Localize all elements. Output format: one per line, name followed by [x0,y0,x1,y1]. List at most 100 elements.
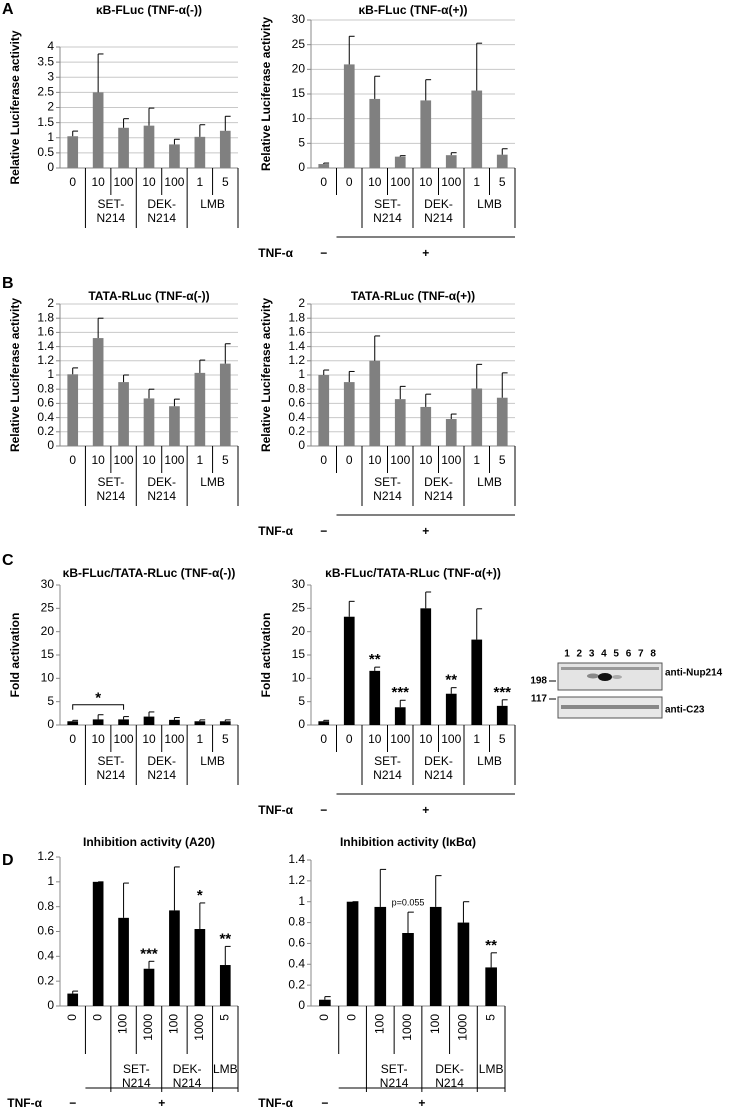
significance-label: *** [391,684,409,701]
chart-title: κB-FLuc/TATA-RLuc (TNF-α(+)) [325,566,501,580]
x-tick-label: 10 [142,732,156,746]
group-label: LMB [200,197,225,211]
x-tick-label: 100 [390,453,410,467]
group-label: N214 [424,211,453,225]
group-label: SET- [98,754,125,768]
x-tick-label: 100 [164,175,184,189]
x-tick-label: 1000 [456,1014,470,1041]
group-label: SET- [98,475,125,489]
group-label: N214 [373,768,402,782]
bar [169,144,180,168]
x-tick-label: 0 [346,732,353,746]
y-tick-label: 0.2 [37,424,54,438]
y-tick-label: 2.5 [37,85,54,99]
y-axis-label: Relative Luciferase activity [259,298,273,452]
y-tick-label: 1.4 [288,339,305,353]
bar [169,910,180,1006]
bar [485,967,497,1006]
y-axis-label: Relative Luciferase activity [259,17,273,171]
lane-number: 5 [613,649,619,660]
bar [143,716,155,725]
y-tick-label: 25 [292,37,306,51]
antibody-label: anti-Nup214 [665,668,723,679]
group-label: SET- [374,475,401,489]
x-tick-label: 100 [441,453,461,467]
group-label: N214 [97,768,126,782]
chart-title: TATA-RLuc (TNF-α(+)) [351,289,475,303]
group-label: N214 [147,489,176,503]
group-label: N214 [380,1076,409,1090]
bar [343,616,355,725]
y-tick-label: 5 [298,136,305,150]
bar [92,338,104,446]
bar [402,933,414,1006]
bar [471,639,483,725]
y-tick-label: 25 [292,601,306,615]
group-label: DEK- [147,754,176,768]
significance-bracket [72,704,125,710]
group-label: N214 [424,489,453,503]
y-tick-label: 25 [41,601,55,615]
lane-number: 8 [650,649,656,660]
x-tick-label: 10 [142,175,156,189]
x-tick-label: 0 [317,1014,331,1021]
bar [457,922,470,1006]
y-tick-label: 1 [47,367,54,381]
lane-number: 3 [589,649,595,660]
y-tick-label: 0.4 [37,949,54,963]
group-label: SET- [374,754,401,768]
x-tick-label: 100 [441,175,461,189]
chart-title: Inhibition activity (A20) [83,835,215,849]
y-tick-label: 1 [298,367,305,381]
group-label: N214 [97,489,126,503]
x-tick-label: 10 [91,175,105,189]
x-tick-label: 0 [65,1014,79,1021]
bar [394,399,406,446]
treatment-level: + [422,524,429,538]
treatment-level: + [422,803,429,817]
x-tick-label: 1 [473,453,480,467]
y-tick-label: 0 [298,438,305,452]
y-tick-label: 1 [47,874,54,888]
bar [471,388,483,446]
group-label: DEK- [147,197,176,211]
chart-title: κB-FLuc/TATA-RLuc (TNF-α(-)) [63,566,236,580]
significance-label: p=0.055 [392,898,425,908]
y-tick-label: 15 [292,647,306,661]
treatment-label: TNF-α [258,803,293,817]
x-tick-label: 100 [116,1014,130,1034]
y-tick-label: 0 [298,998,305,1012]
x-tick-label: 1000 [141,1014,155,1041]
y-tick-label: 20 [41,624,55,638]
panel-letter: D [2,852,14,869]
group-label: SET- [98,197,125,211]
band [561,705,659,709]
y-tick-label: 1.4 [288,852,305,866]
x-tick-label: 1000 [400,1014,414,1041]
bar [318,721,330,725]
x-tick-label: 100 [390,175,410,189]
group-label: N214 [97,211,126,225]
x-tick-label: 5 [217,1014,231,1021]
y-tick-label: 30 [41,577,55,591]
y-tick-label: 5 [47,694,54,708]
group-label: DEK- [424,197,453,211]
x-tick-label: 1 [473,175,480,189]
x-tick-label: 1000 [192,1014,206,1041]
y-tick-label: 1.6 [37,325,54,339]
significance-label: *** [493,684,511,701]
bar [219,965,231,1006]
x-tick-label: 100 [428,1014,442,1034]
y-tick-label: 30 [292,577,306,591]
band [587,673,599,679]
y-tick-label: 10 [292,111,306,125]
group-label: N214 [147,768,176,782]
treatment-level: + [158,1096,165,1109]
bar [92,92,104,168]
y-tick-label: 0.2 [288,977,305,991]
bar [420,608,432,725]
significance-label: ** [369,651,381,668]
bar [219,130,231,168]
x-tick-label: 100 [114,453,134,467]
band [561,667,659,670]
